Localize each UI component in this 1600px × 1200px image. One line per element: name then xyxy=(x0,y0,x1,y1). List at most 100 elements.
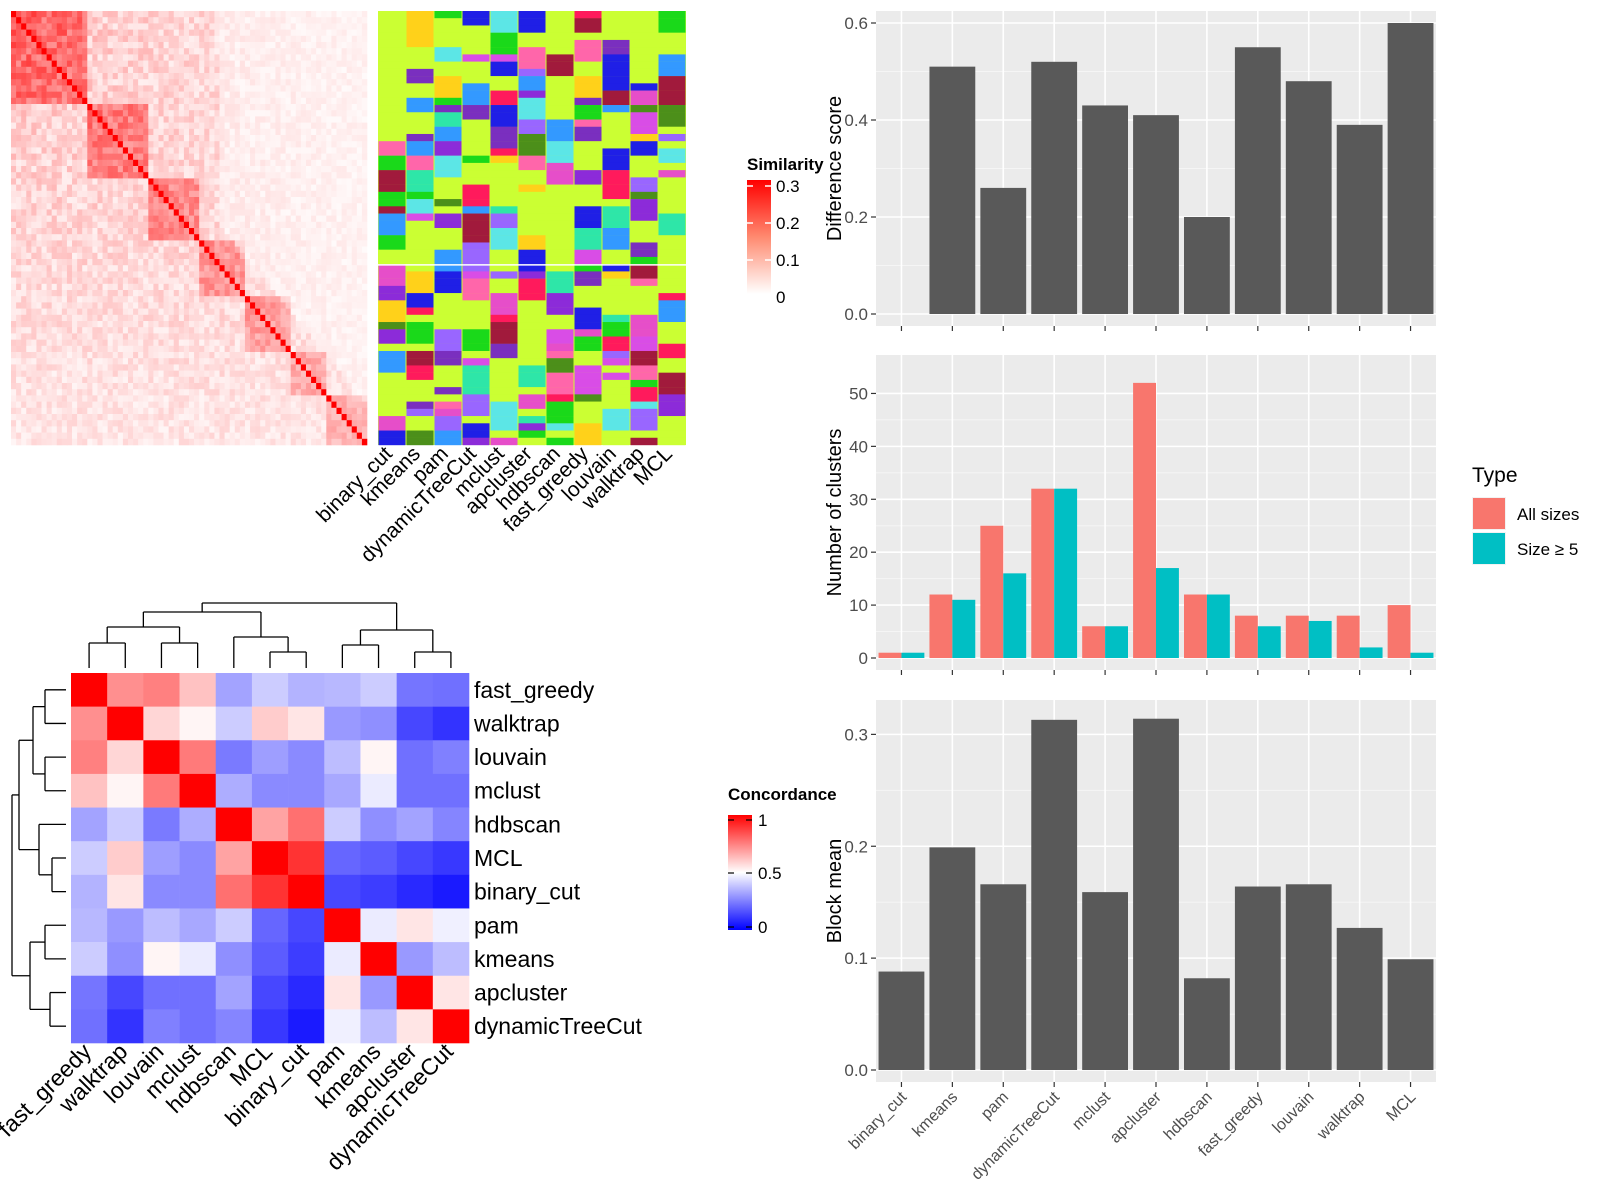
similarity-cell xyxy=(270,73,276,80)
similarity-cell xyxy=(331,66,337,74)
similarity-cell xyxy=(270,110,276,117)
similarity-cell xyxy=(311,327,317,334)
similarity-cell xyxy=(11,159,17,167)
similarity-cell xyxy=(290,73,297,80)
similarity-cell xyxy=(300,215,307,223)
similarity-cell xyxy=(153,308,159,316)
similarity-cell xyxy=(21,420,27,427)
similarity-cell xyxy=(46,147,52,154)
similarity-cell xyxy=(158,296,164,303)
similarity-cell xyxy=(209,277,215,285)
similarity-cell xyxy=(194,327,200,334)
similarity-cell xyxy=(31,234,37,241)
similarity-cell xyxy=(209,147,215,154)
similarity-cell xyxy=(239,252,246,260)
similarity-cell xyxy=(173,166,180,173)
similarity-cell xyxy=(295,345,302,353)
similarity-cell xyxy=(321,240,327,247)
similarity-cell xyxy=(158,35,164,43)
similarity-cell xyxy=(229,122,236,130)
similarity-cell xyxy=(107,48,114,55)
membership-cell xyxy=(406,97,434,106)
similarity-cell xyxy=(280,420,286,427)
similarity-cell xyxy=(356,184,363,192)
similarity-cell xyxy=(168,104,175,111)
similarity-cell xyxy=(148,228,154,235)
similarity-cell xyxy=(239,153,246,161)
similarity-cell xyxy=(280,339,286,347)
similarity-cell xyxy=(305,135,312,142)
similarity-cell xyxy=(250,73,256,80)
similarity-cell xyxy=(250,42,256,49)
similarity-cell xyxy=(173,296,180,303)
membership-cell xyxy=(406,141,434,149)
similarity-cell xyxy=(280,370,286,378)
similarity-cell xyxy=(51,29,58,37)
similarity-cell xyxy=(122,290,129,297)
similarity-cell xyxy=(16,172,22,179)
similarity-cell xyxy=(204,203,210,210)
similarity-cell xyxy=(153,296,159,303)
membership-cell xyxy=(378,336,406,344)
similarity-cell xyxy=(72,283,78,291)
similarity-cell xyxy=(255,54,261,61)
similarity-cell xyxy=(183,54,190,61)
similarity-cell xyxy=(194,265,200,272)
similarity-cell xyxy=(351,414,358,421)
similarity-cell xyxy=(351,166,358,173)
similarity-cell xyxy=(229,178,236,185)
similarity-cell xyxy=(117,339,124,347)
similarity-cell xyxy=(356,73,363,80)
similarity-cell xyxy=(255,389,261,396)
similarity-cell xyxy=(194,104,200,111)
similarity-cell xyxy=(316,29,322,37)
similarity-cell xyxy=(143,438,149,446)
similarity-cell xyxy=(158,159,164,167)
similarity-cell xyxy=(285,327,292,334)
similarity-cell xyxy=(173,54,180,61)
similarity-cell xyxy=(321,321,327,328)
similarity-cell xyxy=(305,215,312,223)
similarity-cell xyxy=(102,42,108,49)
similarity-cell xyxy=(107,345,114,353)
similarity-cell xyxy=(331,23,337,30)
similarity-cell xyxy=(87,60,93,68)
similarity-cell xyxy=(219,352,225,359)
membership-cell xyxy=(378,394,406,402)
similarity-cell xyxy=(173,426,180,433)
similarity-cell xyxy=(280,438,286,446)
similarity-cell xyxy=(122,178,129,185)
similarity-cell xyxy=(183,178,190,185)
similarity-cell xyxy=(270,29,276,37)
similarity-cell xyxy=(255,42,261,49)
similarity-cell xyxy=(168,420,175,427)
similarity-cell xyxy=(336,432,342,440)
similarity-cell xyxy=(270,345,276,353)
similarity-cell xyxy=(275,395,281,402)
similarity-cell xyxy=(204,190,210,198)
similarity-cell xyxy=(275,414,281,421)
similarity-cell xyxy=(153,395,159,402)
similarity-cell xyxy=(275,426,281,433)
similarity-cell xyxy=(36,234,42,241)
similarity-cell xyxy=(260,42,266,49)
similarity-cell xyxy=(183,141,190,148)
similarity-cell xyxy=(209,339,215,347)
similarity-cell xyxy=(56,407,63,415)
similarity-cell xyxy=(112,345,119,353)
similarity-cell xyxy=(51,23,58,30)
similarity-cell xyxy=(265,85,271,92)
similarity-cell xyxy=(92,321,98,328)
similarity-cell xyxy=(36,259,42,266)
similarity-cell xyxy=(133,290,139,297)
similarity-cell xyxy=(163,104,169,111)
similarity-cell xyxy=(224,259,230,266)
similarity-cell xyxy=(189,333,195,340)
similarity-cell xyxy=(143,48,149,55)
similarity-cell xyxy=(173,122,180,130)
similarity-cell xyxy=(295,159,302,167)
similarity-cell xyxy=(31,376,37,384)
similarity-cell xyxy=(305,85,312,92)
similarity-cell xyxy=(321,246,327,254)
similarity-cell xyxy=(66,215,73,223)
